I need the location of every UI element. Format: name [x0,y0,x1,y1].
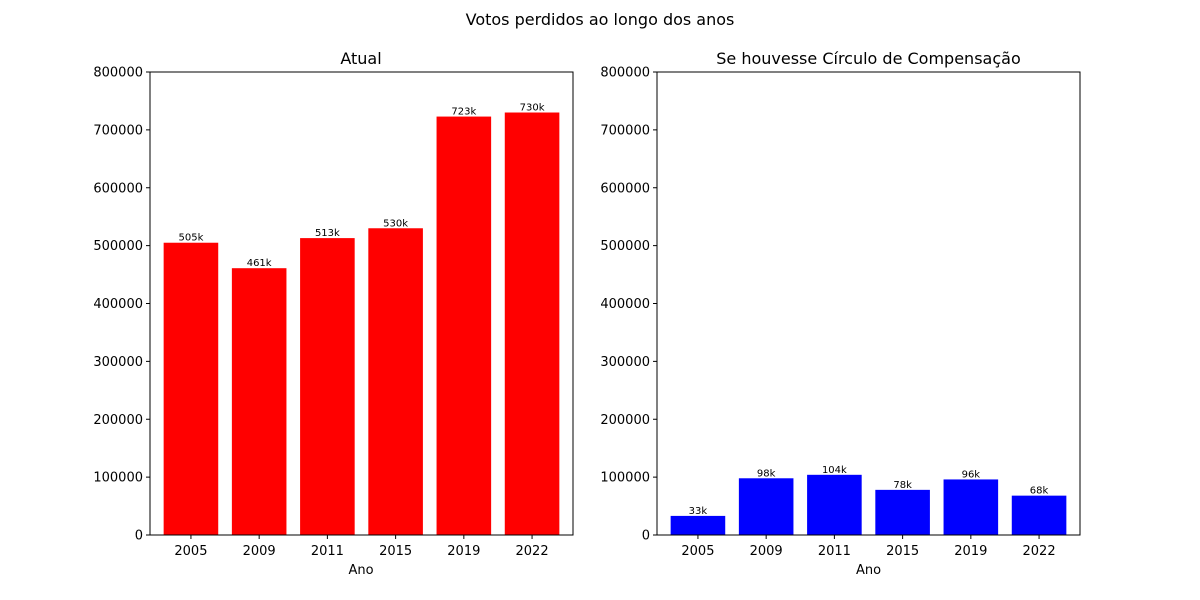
y-tick-label: 0 [135,529,143,544]
axes-frame [656,71,1081,536]
y-tick-label: 600000 [600,181,650,196]
x-tick-label: 2015 [379,544,412,559]
bar-value-label: 505k [178,233,203,244]
bar-value-label: 78k [893,480,912,491]
y-tick-label: 700000 [600,123,650,138]
chart-panel-compensacao: Se houvesse Círculo de Compensação Ano 3… [600,49,1081,578]
y-tick-label: 100000 [93,471,143,486]
y-tick-label: 600000 [93,181,143,196]
y-tick-label: 200000 [600,413,650,428]
y-tick-label: 700000 [93,123,143,138]
figure-suptitle: Votos perdidos ao longo dos anos [466,10,735,29]
bar-2015 [368,228,423,535]
y-tick-label: 300000 [600,355,650,370]
bar-2015 [875,489,930,535]
bar-2011 [807,474,862,535]
y-tick-label: 800000 [93,66,143,81]
bar-value-label: 68k [1030,486,1049,497]
x-tick-label: 2005 [174,544,207,559]
chart-panel-atual: Atual Ano 505k 461k 513k 530k 723k 730k 0 10000… [93,49,574,578]
y-tick-label: 800000 [600,66,650,81]
x-tick-label: 2022 [516,544,549,559]
x-tick-label: 2011 [311,544,344,559]
x-tick-label: 2005 [681,544,714,559]
x-axis-label: Ano [348,563,373,578]
bar-value-label: 730k [520,103,545,114]
x-tick-label: 2019 [954,544,987,559]
bar-2019 [436,116,492,535]
bar-2005 [163,242,219,535]
y-tick-label: 200000 [93,413,143,428]
y-tick-label: 0 [642,529,650,544]
bar-value-label: 96k [962,469,981,480]
bar-value-label: 723k [451,107,476,118]
x-axis-label: Ano [856,563,881,578]
bar-2011 [300,238,355,535]
x-tick-label: 2015 [886,544,919,559]
bar-2009 [231,268,287,535]
bar-2022 [504,112,560,535]
y-tick-label: 500000 [93,239,143,254]
bar-value-label: 33k [689,506,708,517]
x-tick-label: 2009 [243,544,276,559]
x-tick-label: 2009 [750,544,783,559]
bar-2009 [738,478,794,535]
bar-value-label: 98k [757,468,776,479]
y-tick-label: 300000 [93,355,143,370]
bar-2022 [1011,495,1067,535]
panel-title: Atual [340,49,381,68]
x-tick-label: 2022 [1023,544,1056,559]
bar-value-label: 461k [247,258,272,269]
bar-value-label: 513k [315,228,340,239]
y-tick-label: 100000 [600,471,650,486]
bar-value-label: 530k [383,218,408,229]
panel-title: Se houvesse Círculo de Compensação [716,49,1020,68]
y-tick-label: 500000 [600,239,650,254]
x-tick-label: 2019 [447,544,480,559]
bar-2019 [943,479,999,535]
y-tick-label: 400000 [93,297,143,312]
y-tick-label: 400000 [600,297,650,312]
x-tick-label: 2011 [818,544,851,559]
bar-2005 [670,515,726,535]
bar-value-label: 104k [822,465,847,476]
